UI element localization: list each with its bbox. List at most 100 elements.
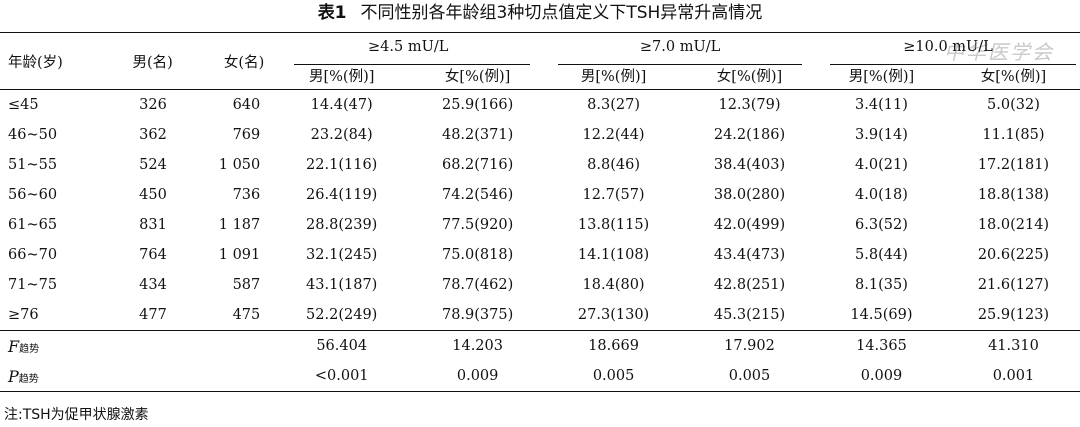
table-row: 71~75 434 587 43.1(187) 78.7(462) 18.4(8… — [0, 270, 1080, 300]
header-age: 年龄(岁) — [0, 32, 104, 90]
value-cell: 12.3(79) — [718, 97, 781, 113]
value-cell: 52.2(249) — [306, 307, 378, 323]
stat-label-p: P趋势 — [0, 361, 104, 392]
female-count-cell: 1 050 — [218, 157, 261, 173]
age-cell: 51~55 — [8, 157, 58, 173]
value-cell: 78.7(462) — [441, 277, 514, 293]
header-group-4.5: ≥4.5 mU/L — [272, 32, 545, 61]
table-row: ≤45 326 640 14.4(47) 25.9(166) 8.3(27) 1… — [0, 90, 1080, 121]
header-row-2: 男[%(例)] 女[%(例)] 男[%(例)] 女[%(例)] 男[%(例)] … — [0, 61, 1080, 90]
male-count-cell: 326 — [139, 97, 167, 113]
value-cell: 27.3(130) — [577, 307, 650, 323]
empty-cell — [182, 361, 273, 392]
stat-cell: 0.009 — [816, 361, 947, 392]
empty-cell — [103, 361, 183, 392]
value-cell: 25.9(166) — [441, 97, 514, 113]
value-cell: 3.4(11) — [855, 97, 908, 113]
age-cell: 61~65 — [8, 217, 58, 233]
value-cell: 8.3(27) — [587, 97, 640, 113]
male-count-cell: 477 — [139, 307, 167, 323]
stat-cell: 0.009 — [411, 361, 545, 392]
value-cell: 11.1(85) — [982, 127, 1045, 143]
value-cell: 45.3(215) — [713, 307, 786, 323]
female-count-cell: 640 — [232, 97, 261, 113]
value-cell: 17.2(181) — [977, 157, 1050, 173]
table-title: 表1 不同性别各年龄组3种切点值定义下TSH异常升高情况 — [0, 2, 1080, 24]
female-count-cell: 1 091 — [218, 247, 261, 263]
subheader-female-4.5: 女[%(例)] — [444, 69, 511, 85]
age-cell: 56~60 — [8, 187, 58, 203]
female-count-cell: 475 — [232, 307, 261, 323]
value-cell: 74.2(546) — [441, 187, 514, 203]
table-number: 表1 — [317, 3, 347, 23]
age-cell: 66~70 — [8, 247, 58, 263]
subheader-cell: 女[%(例)] — [683, 61, 816, 90]
subheader-cell: 女[%(例)] — [946, 61, 1080, 90]
value-cell: 6.3(52) — [855, 217, 908, 233]
subheader-cell: 男[%(例)] — [544, 61, 684, 90]
value-cell: 5.8(44) — [855, 247, 908, 263]
subheader-male-4.5: 男[%(例)] — [308, 69, 375, 85]
value-cell: 43.1(187) — [306, 277, 378, 293]
stat-cell: 14.365 — [816, 330, 947, 361]
age-cell: 71~75 — [8, 277, 58, 293]
table-row: 46~50 362 769 23.2(84) 48.2(371) 12.2(44… — [0, 120, 1080, 150]
table-row: 66~70 764 1 091 32.1(245) 75.0(818) 14.1… — [0, 240, 1080, 270]
empty-cell — [182, 330, 273, 361]
stat-label-f: F趋势 — [0, 330, 104, 361]
age-cell: ≤45 — [8, 97, 39, 113]
value-cell: 38.0(280) — [713, 187, 786, 203]
header-group-7.0: ≥7.0 mU/L — [544, 32, 816, 61]
female-count-cell: 587 — [232, 277, 261, 293]
value-cell: 4.0(18) — [855, 187, 908, 203]
subheader-male-10.0: 男[%(例)] — [848, 69, 915, 85]
stat-cell: 0.001 — [946, 361, 1080, 392]
data-table: 年龄(岁) 男(名) 女(名) ≥4.5 mU/L ≥7.0 mU/L ≥10.… — [0, 32, 1080, 392]
value-cell: 8.8(46) — [587, 157, 640, 173]
male-count-cell: 450 — [139, 187, 167, 203]
male-count-cell: 434 — [139, 277, 167, 293]
female-count-cell: 769 — [232, 127, 261, 143]
value-cell: 12.7(57) — [582, 187, 645, 203]
value-cell: 12.2(44) — [582, 127, 645, 143]
table-row: ≥76 477 475 52.2(249) 78.9(375) 27.3(130… — [0, 300, 1080, 331]
subheader-male-7.0: 男[%(例)] — [580, 69, 647, 85]
value-cell: 23.2(84) — [310, 127, 373, 143]
table-row: 51~55 524 1 050 22.1(116) 68.2(716) 8.8(… — [0, 150, 1080, 180]
value-cell: 42.8(251) — [713, 277, 786, 293]
value-cell: 14.1(108) — [577, 247, 650, 263]
female-count-cell: 1 187 — [218, 217, 261, 233]
empty-cell — [103, 330, 183, 361]
value-cell: 18.0(214) — [977, 217, 1050, 233]
value-cell: 8.1(35) — [855, 277, 908, 293]
subheader-female-10.0: 女[%(例)] — [980, 69, 1047, 85]
value-cell: 18.8(138) — [977, 187, 1050, 203]
value-cell: 14.5(69) — [850, 307, 913, 323]
stat-cell: 18.669 — [544, 330, 684, 361]
value-cell: 13.8(115) — [577, 217, 650, 233]
value-cell: 68.2(716) — [441, 157, 514, 173]
stat-cell: 0.005 — [544, 361, 684, 392]
table-note: 注:TSH为促甲状腺激素 — [4, 407, 149, 423]
table-row: 61~65 831 1 187 28.8(239) 77.5(920) 13.8… — [0, 210, 1080, 240]
value-cell: 24.2(186) — [713, 127, 786, 143]
female-count-cell: 736 — [232, 187, 261, 203]
subheader-cell: 男[%(例)] — [272, 61, 412, 90]
header-group-10.0: ≥10.0 mU/L — [816, 32, 1080, 61]
subheader-cell: 男[%(例)] — [816, 61, 947, 90]
value-cell: 21.6(127) — [977, 277, 1050, 293]
header-female-count: 女(名) — [182, 32, 273, 90]
value-cell: 48.2(371) — [441, 127, 514, 143]
male-count-cell: 764 — [139, 247, 167, 263]
value-cell: 28.8(239) — [306, 217, 378, 233]
value-cell: 75.0(818) — [441, 247, 514, 263]
header-row-1: 年龄(岁) 男(名) 女(名) ≥4.5 mU/L ≥7.0 mU/L ≥10.… — [0, 32, 1080, 90]
age-cell: 46~50 — [8, 127, 58, 143]
stat-cell: 0.005 — [683, 361, 816, 392]
stat-row-f: F趋势 56.404 14.203 18.669 17.902 14.365 4… — [0, 330, 1080, 361]
subheader-cell: 女[%(例)] — [411, 61, 545, 90]
value-cell: 77.5(920) — [441, 217, 514, 233]
value-cell: 43.4(473) — [713, 247, 786, 263]
stat-cell: 56.404 — [272, 330, 412, 361]
male-count-cell: 831 — [139, 217, 167, 233]
